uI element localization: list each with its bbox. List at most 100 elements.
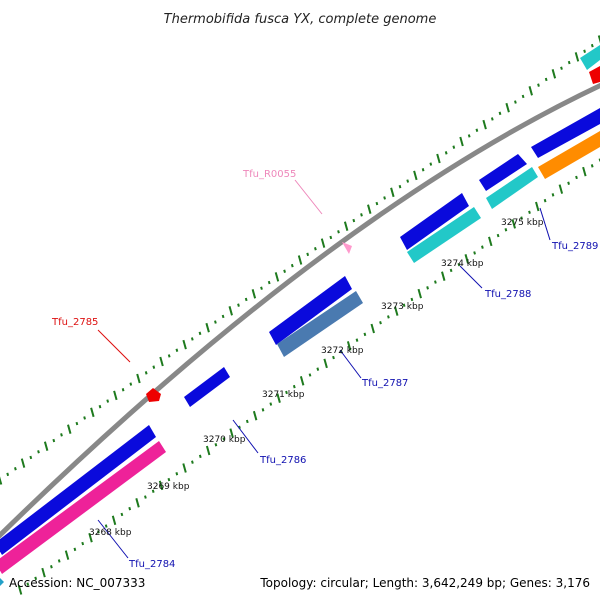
gc-tick [475, 128, 479, 132]
cds-orange-top[interactable] [538, 131, 600, 179]
gc-tick [459, 136, 464, 147]
cds-tfu2784-a[interactable] [0, 425, 156, 555]
gc-tick [151, 489, 155, 493]
gc-tick [229, 428, 234, 438]
gc-tick [64, 550, 70, 560]
gc-tick [274, 272, 280, 282]
scale-label: 3270 kbp [203, 435, 246, 445]
gc-tick [75, 421, 79, 426]
gc-tick [221, 314, 225, 319]
gene-label-tfu2788[interactable]: Tfu_2788 [484, 289, 531, 300]
gene-label-tfu2786[interactable]: Tfu_2786 [259, 455, 306, 466]
gc-tick [383, 196, 386, 200]
gc-tick [267, 280, 271, 285]
gc-tick [390, 187, 395, 198]
gc-tick [191, 460, 194, 464]
gc-tick [0, 476, 3, 485]
cds-tfu2789-b[interactable] [486, 167, 538, 209]
gc-tick [406, 179, 410, 183]
rna-tfu-r0055[interactable] [342, 242, 352, 254]
scale-label: 3275 kbp [501, 218, 544, 228]
gc-tick [261, 408, 265, 412]
cds-outer-red-top[interactable] [589, 66, 600, 84]
cds-tfu2787-b[interactable] [277, 291, 363, 357]
gc-tick [452, 145, 456, 149]
cds-tfu2784-b[interactable] [0, 441, 166, 574]
inner-strand2-features [0, 131, 600, 574]
cds-tfu2788-a[interactable] [400, 193, 469, 250]
gc-tick [398, 184, 402, 189]
gc-tick [558, 184, 564, 194]
gene-label-tfu2787[interactable]: Tfu_2787 [361, 378, 408, 389]
gc-tick [537, 83, 540, 87]
scale-label: 3272 kbp [321, 346, 364, 356]
gene-labels: Tfu_2784 Tfu_2785 Tfu_2786 Tfu_2787 Tfu_… [51, 169, 598, 570]
gc-tick [60, 433, 63, 437]
cds-tfu2788-b[interactable] [407, 207, 481, 263]
gc-tick [520, 216, 523, 220]
gc-tick [34, 576, 38, 581]
gene-label-tfu2785[interactable]: Tfu_2785 [51, 317, 98, 328]
gc-tick [481, 245, 484, 249]
gene-label-tfu-r0055[interactable]: Tfu_R0055 [242, 169, 296, 180]
inner-strand1-features [0, 108, 600, 555]
cds-tfu2789-a[interactable] [479, 154, 527, 191]
gc-tick [113, 390, 118, 401]
gc-tick [352, 218, 356, 223]
cds-outer-cyan-top[interactable] [580, 45, 600, 70]
leader-tfu-r0055 [294, 179, 323, 215]
gc-tick [528, 86, 533, 96]
leader-tfu2785 [97, 329, 131, 363]
gc-tick [528, 210, 531, 214]
gc-tick [535, 201, 540, 212]
gc-tick [560, 66, 563, 70]
gc-tick [429, 162, 433, 166]
gc-tick [375, 201, 379, 206]
gc-tick [182, 339, 187, 350]
gc-tick [511, 219, 516, 229]
gc-tick [251, 289, 257, 299]
gc-tick [269, 402, 273, 406]
gc-tick [402, 303, 406, 307]
gc-tick [436, 153, 441, 164]
cds-tfu2786[interactable] [184, 367, 230, 407]
gc-tick [355, 338, 359, 342]
gene-label-tfu2784[interactable]: Tfu_2784 [128, 559, 175, 570]
gc-tick [521, 94, 525, 99]
gc-tick [14, 467, 17, 471]
gc-tick [410, 297, 414, 302]
accession-marker-icon [0, 578, 4, 586]
gc-tick [544, 77, 548, 82]
backbone-arc [0, 82, 600, 539]
gc-tick [457, 262, 461, 267]
gc-tick [98, 404, 102, 409]
gc-tick [97, 530, 100, 534]
leader-tfu2784 [97, 519, 129, 559]
gc-tick [575, 175, 578, 180]
cds-tfu2785[interactable] [146, 388, 161, 402]
gc-tick [205, 322, 210, 333]
cds-outer-blue-top[interactable] [531, 108, 600, 158]
gc-tick [370, 323, 375, 334]
gc-tick [590, 43, 594, 48]
gc-tick [175, 472, 179, 476]
gene-label-tfu2789[interactable]: Tfu_2789 [551, 241, 598, 252]
gc-tick [574, 52, 580, 62]
gc-tick [37, 450, 40, 454]
gc-tick [387, 315, 390, 319]
gc-tick [276, 393, 281, 403]
gc-tick [306, 252, 310, 257]
gc-tick [128, 506, 132, 511]
gc-tick [283, 269, 286, 273]
gc-tick [314, 247, 317, 251]
gc-tick [329, 235, 333, 240]
gc-tick [441, 271, 446, 281]
gc-tick [152, 365, 156, 369]
gc-tick [135, 498, 140, 508]
gc-tick [332, 355, 335, 360]
gc-tick [167, 354, 171, 358]
leader-tfu2787 [339, 349, 362, 379]
gc-tick [444, 151, 448, 155]
cds-tfu2787-a[interactable] [269, 276, 352, 345]
gc-tick [320, 238, 326, 248]
